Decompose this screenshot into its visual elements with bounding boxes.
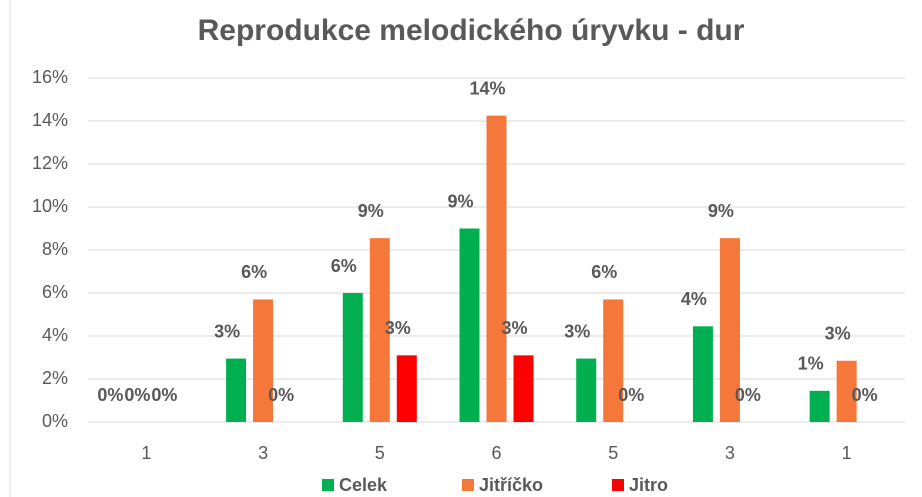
y-tick-label: 12%	[32, 153, 68, 173]
data-label: 0%	[852, 385, 878, 405]
bar	[513, 355, 534, 422]
bar	[396, 355, 417, 422]
data-label: 9%	[708, 201, 734, 221]
y-tick-label: 2%	[42, 368, 68, 388]
x-tick-label: 5	[375, 443, 385, 463]
x-tick-label: 1	[842, 443, 852, 463]
x-tick-label: 6	[491, 443, 501, 463]
legend-label: Jitříčko	[479, 475, 543, 495]
data-label: 6%	[331, 256, 357, 276]
legend-label: Jitro	[629, 475, 668, 495]
data-label: 0%	[97, 385, 123, 405]
bar	[226, 358, 247, 422]
legend-swatch	[322, 479, 334, 491]
data-label: 0%	[618, 385, 644, 405]
data-label: 0%	[124, 385, 150, 405]
y-tick-label: 10%	[32, 196, 68, 216]
bar	[369, 238, 390, 422]
y-tick-label: 0%	[42, 411, 68, 431]
y-tick-label: 6%	[42, 282, 68, 302]
x-tick-label: 3	[725, 443, 735, 463]
data-label: 3%	[214, 321, 240, 341]
bar	[836, 360, 857, 422]
data-label: 6%	[241, 262, 267, 282]
legend-swatch	[462, 479, 474, 491]
y-tick-label: 8%	[42, 239, 68, 259]
x-tick-label: 3	[258, 443, 268, 463]
data-label: 0%	[735, 385, 761, 405]
y-tick-label: 14%	[32, 110, 68, 130]
data-label: 14%	[469, 78, 505, 98]
legend-label: Celek	[339, 475, 388, 495]
bar	[486, 115, 507, 422]
bar	[576, 358, 597, 422]
bar	[603, 299, 624, 422]
x-tick-label: 1	[141, 443, 151, 463]
data-label: 9%	[447, 191, 473, 211]
y-tick-label: 4%	[42, 325, 68, 345]
y-tick-label: 16%	[32, 67, 68, 87]
bar	[459, 228, 480, 422]
data-label: 0%	[268, 385, 294, 405]
legend-swatch	[612, 479, 624, 491]
data-label: 4%	[681, 289, 707, 309]
data-label: 3%	[564, 321, 590, 341]
bar	[809, 390, 830, 422]
bar	[253, 299, 274, 422]
x-tick-label: 5	[608, 443, 618, 463]
data-label: 6%	[591, 262, 617, 282]
bar	[692, 326, 713, 422]
data-label: 3%	[501, 318, 527, 338]
data-label: 1%	[798, 354, 824, 374]
bar	[719, 238, 740, 422]
bar	[342, 293, 363, 422]
data-label: 9%	[358, 201, 384, 221]
data-label: 0%	[151, 385, 177, 405]
data-label: 3%	[385, 318, 411, 338]
data-label: 3%	[825, 323, 851, 343]
chart-title: Reprodukce melodického úryvku - dur	[198, 14, 745, 47]
